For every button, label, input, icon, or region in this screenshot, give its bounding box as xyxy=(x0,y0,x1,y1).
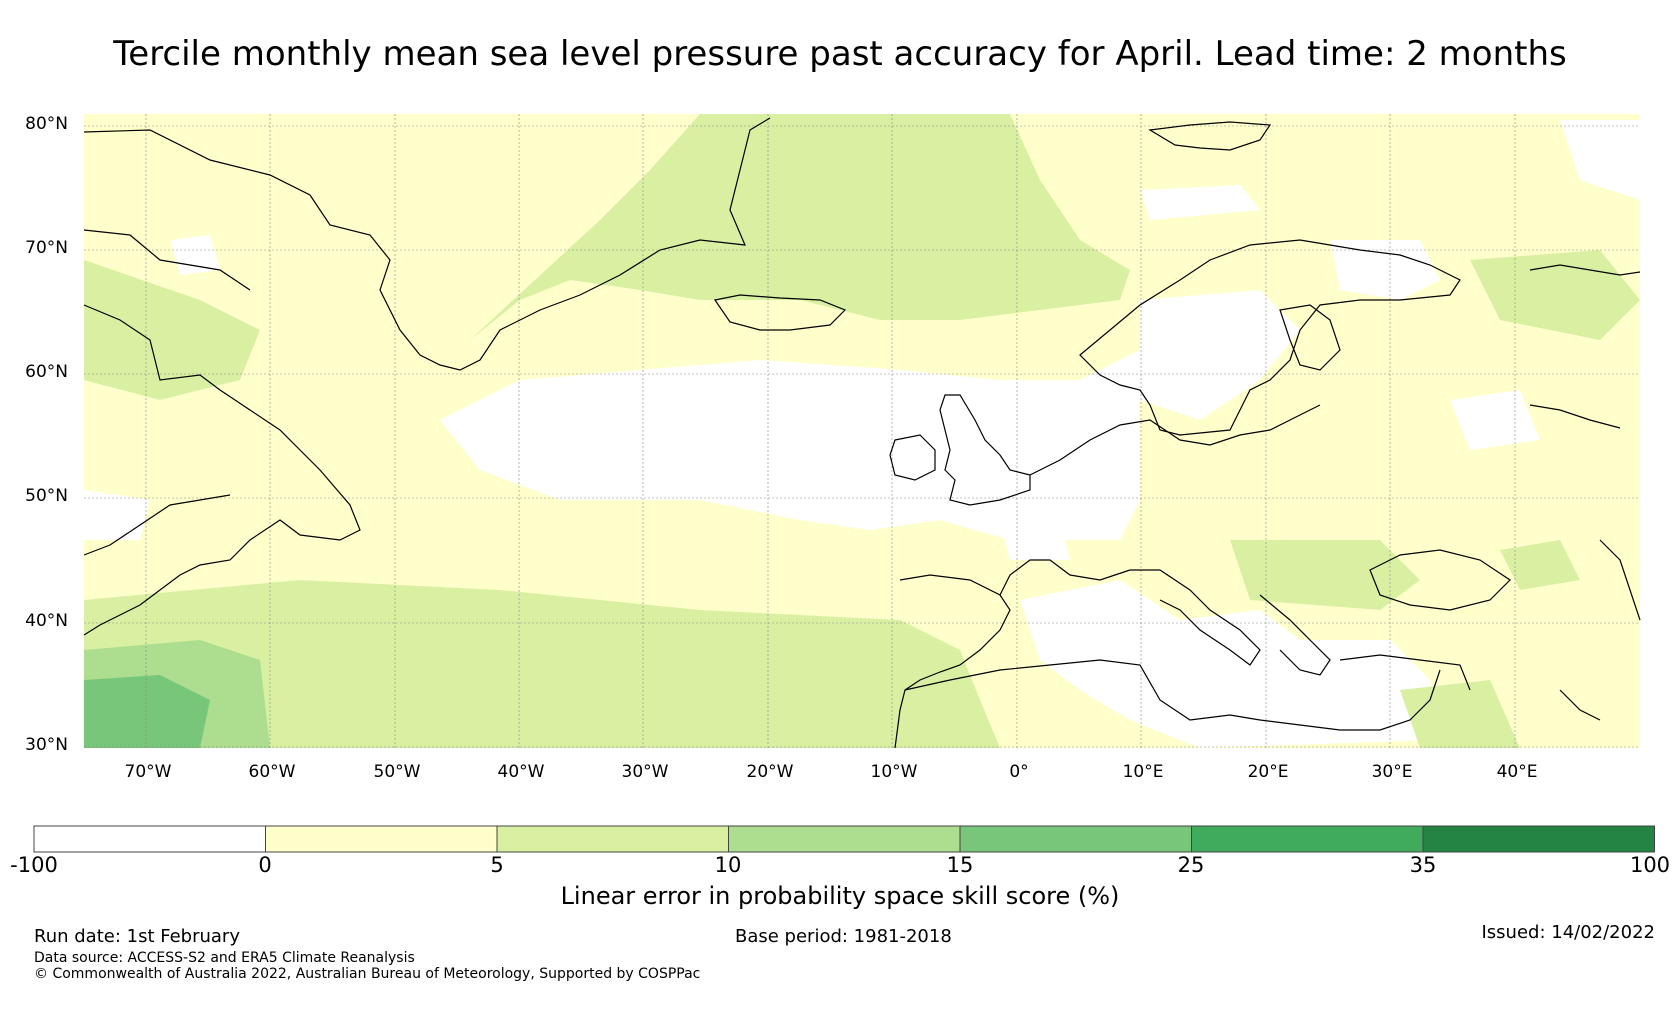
colorbar-tick-label: 10 xyxy=(714,853,742,877)
colorbar-bin-2 xyxy=(265,825,498,853)
europe-north-coast xyxy=(1029,404,1321,476)
lat-label-50: 50°N xyxy=(25,486,68,506)
italy-coast xyxy=(1130,569,1261,666)
black-sea-coast xyxy=(1369,549,1511,611)
issued-date: Issued: 14/02/2022 xyxy=(1481,922,1655,943)
colorbar-tick-label: 25 xyxy=(1177,853,1205,877)
lon-label-20w: 20°W xyxy=(746,762,794,782)
skill-5-10-regions xyxy=(84,114,1640,748)
lon-label-70w: 70°W xyxy=(124,762,172,782)
balkans-greece-coast xyxy=(1259,594,1331,676)
colorbar-tick-label: 0 xyxy=(258,853,272,877)
colorbar-bin-7 xyxy=(1422,825,1655,853)
colorbar-tick-label: 5 xyxy=(490,853,504,877)
finland-coast xyxy=(1279,304,1341,371)
lon-label-60w: 60°W xyxy=(248,762,296,782)
iceland-coast xyxy=(713,294,847,331)
base-period: Base period: 1981-2018 xyxy=(735,926,952,947)
colorbar-tick-label: 15 xyxy=(946,853,974,877)
british-isles xyxy=(939,394,1031,506)
lat-label-70: 70°N xyxy=(25,238,68,258)
caspian-coast xyxy=(1599,539,1641,621)
lat-label-40: 40°N xyxy=(25,611,68,631)
lon-label-0: 0° xyxy=(1009,762,1029,782)
colorbar-tick-label: 35 xyxy=(1409,853,1437,877)
lon-label-10e: 10°E xyxy=(1122,762,1164,782)
scandinavia-coast xyxy=(1079,239,1461,436)
skill-15-25-regions xyxy=(84,675,210,748)
greenland-coast xyxy=(83,117,771,371)
colorbar-bin-1 xyxy=(33,825,266,853)
coastlines xyxy=(83,117,1641,749)
map-title: Tercile monthly mean sea level pressure … xyxy=(113,34,1567,74)
north-africa-coast xyxy=(904,659,1441,731)
copyright: © Commonwealth of Australia 2022, Austra… xyxy=(34,966,701,982)
colorbar-tick-label: -100 xyxy=(10,853,58,877)
red-sea-coast xyxy=(1559,689,1601,721)
run-date: Run date: 1st February xyxy=(34,926,240,947)
lon-label-10w: 10°W xyxy=(870,762,918,782)
lat-label-60: 60°N xyxy=(25,362,68,382)
turkey-coast xyxy=(1339,654,1471,691)
colorbar-label: Linear error in probability space skill … xyxy=(560,882,1120,910)
lat-label-30: 30°N xyxy=(25,735,68,755)
lon-label-20e: 20°E xyxy=(1247,762,1289,782)
france-coast xyxy=(999,559,1131,596)
hudson-coast xyxy=(83,494,231,556)
colorbar-bin-5 xyxy=(959,825,1192,853)
lon-label-30e: 30°E xyxy=(1371,762,1413,782)
north-america-coast xyxy=(83,304,361,636)
ireland xyxy=(889,434,936,481)
svalbard-coast xyxy=(1148,121,1272,151)
data-source: Data source: ACCESS-S2 and ERA5 Climate … xyxy=(34,950,415,966)
no-skill-regions xyxy=(84,120,1640,748)
graticule xyxy=(84,114,1640,748)
lon-label-40e: 40°E xyxy=(1496,762,1538,782)
colorbar-bin-6 xyxy=(1191,825,1424,853)
colorbar-tick-label: 100 xyxy=(1629,853,1671,877)
lon-label-30w: 30°W xyxy=(621,762,669,782)
lon-label-50w: 50°W xyxy=(373,762,421,782)
russia-coast xyxy=(1529,404,1621,429)
colorbar-bin-3 xyxy=(496,825,729,853)
lon-label-40w: 40°W xyxy=(497,762,545,782)
lat-label-80: 80°N xyxy=(25,114,68,134)
greenland-west-islands xyxy=(83,229,251,291)
colorbar-bin-4 xyxy=(728,825,961,853)
novaya-coast xyxy=(1529,264,1641,276)
colorbar xyxy=(33,825,1655,853)
